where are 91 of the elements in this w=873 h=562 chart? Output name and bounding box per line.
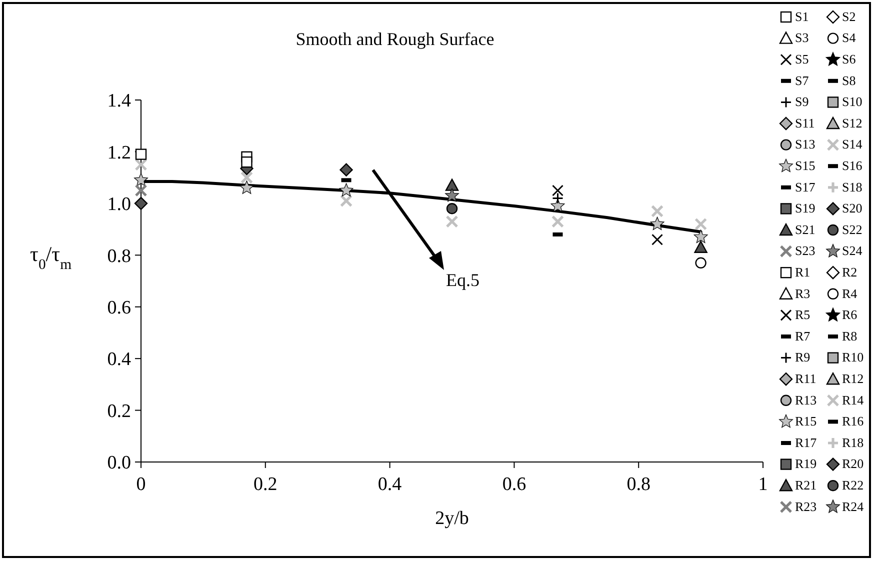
legend-label: S12	[842, 115, 862, 130]
point	[240, 171, 254, 184]
y-axis-title: τ$_{0}$/τ$_{m}$	[30, 242, 72, 273]
legend-label: R16	[842, 414, 864, 429]
legend-label: R8	[842, 328, 858, 344]
legend-label: R24	[842, 498, 864, 514]
legend-label: R15	[795, 414, 817, 429]
legend-label: S8	[842, 72, 856, 88]
legend-label: S3	[795, 30, 809, 46]
y-tick-label: 0.2	[107, 400, 131, 422]
legend-label: R4	[842, 286, 858, 301]
point	[134, 196, 148, 210]
x-tick-label: 0.6	[502, 474, 526, 495]
legend-label: S18	[842, 179, 862, 194]
point	[446, 215, 458, 228]
legend-label: S23	[795, 243, 816, 258]
legend-label: S11	[795, 115, 815, 130]
legend-label: S10	[842, 94, 862, 110]
y-tick-label: 1.4	[107, 90, 132, 112]
point	[650, 216, 664, 230]
point	[446, 203, 458, 214]
x-tick-label: 0	[136, 474, 146, 495]
legend-label: S14	[842, 136, 863, 152]
point	[695, 257, 706, 268]
y-tick-label: 1.2	[107, 142, 131, 164]
y-tick-label: 0.0	[107, 452, 131, 474]
point	[552, 184, 564, 196]
point	[445, 188, 459, 202]
legend-label: S7	[795, 72, 810, 88]
y-tick-label: 0.8	[107, 246, 131, 267]
legend-label: S9	[795, 94, 809, 110]
point	[694, 218, 708, 230]
legend-label: R9	[795, 350, 810, 365]
legend-label: R21	[795, 478, 817, 492]
y-tick-label: 1.0	[107, 194, 131, 216]
legend-label: R10	[842, 350, 864, 365]
legend-label: S6	[842, 52, 856, 66]
legend-label: R11	[795, 371, 816, 386]
legend-label: R17	[795, 434, 818, 450]
legend-label: S22	[842, 222, 862, 237]
point	[650, 204, 664, 218]
point	[134, 172, 148, 186]
point	[694, 230, 708, 244]
annotation: Eq.5	[446, 270, 480, 290]
legend-label: R12	[842, 371, 864, 386]
legend-label: S19	[795, 200, 816, 216]
point	[340, 194, 353, 208]
x-tick-label: 0.8	[626, 474, 650, 495]
legend-label: R5	[795, 307, 810, 322]
y-tick-label: 0.6	[107, 298, 131, 319]
legend-label: S20	[842, 200, 862, 216]
legend-label: S21	[795, 222, 816, 237]
legend-label: R20	[842, 456, 864, 472]
legend-label: R18	[842, 434, 864, 450]
point	[135, 148, 147, 160]
legend-label: S1	[795, 8, 809, 24]
legend-label: R14	[842, 392, 864, 408]
point	[134, 184, 148, 197]
point	[551, 215, 564, 228]
legend-label: S16	[842, 158, 863, 173]
legend-label: R2	[842, 264, 858, 280]
legend-label: S4	[842, 30, 856, 46]
legend-label: R13	[795, 392, 817, 408]
legend-label: R7	[795, 328, 811, 344]
legend-label: S17	[795, 179, 816, 194]
point	[340, 163, 353, 176]
legend-label: R23	[795, 498, 817, 514]
legend-label: R22	[842, 478, 864, 492]
legend-label: S13	[795, 136, 816, 152]
point	[339, 183, 354, 196]
legend-label: R1	[795, 264, 810, 280]
point	[134, 158, 148, 171]
legend-label: R6	[842, 307, 858, 322]
point	[652, 234, 664, 246]
legend-label: S24	[842, 243, 863, 258]
point	[550, 198, 565, 212]
point	[240, 180, 254, 194]
point	[694, 240, 708, 253]
legend-label: S2	[842, 8, 856, 24]
point	[241, 156, 252, 168]
chart-title: Smooth and Rough Surface	[296, 29, 494, 49]
legend-label: R19	[795, 456, 817, 472]
x-tick-label: 0.2	[254, 474, 278, 495]
x-axis-title: 2y/b	[435, 508, 469, 529]
point	[445, 178, 459, 191]
legend-label: S5	[795, 52, 809, 66]
y-tick-label: 0.4	[107, 349, 132, 370]
x-tick-label: 1	[758, 474, 768, 495]
x-tick-label: 0.4	[378, 474, 402, 495]
legend-label: R3	[795, 286, 810, 301]
legend-label: S15	[795, 158, 816, 173]
